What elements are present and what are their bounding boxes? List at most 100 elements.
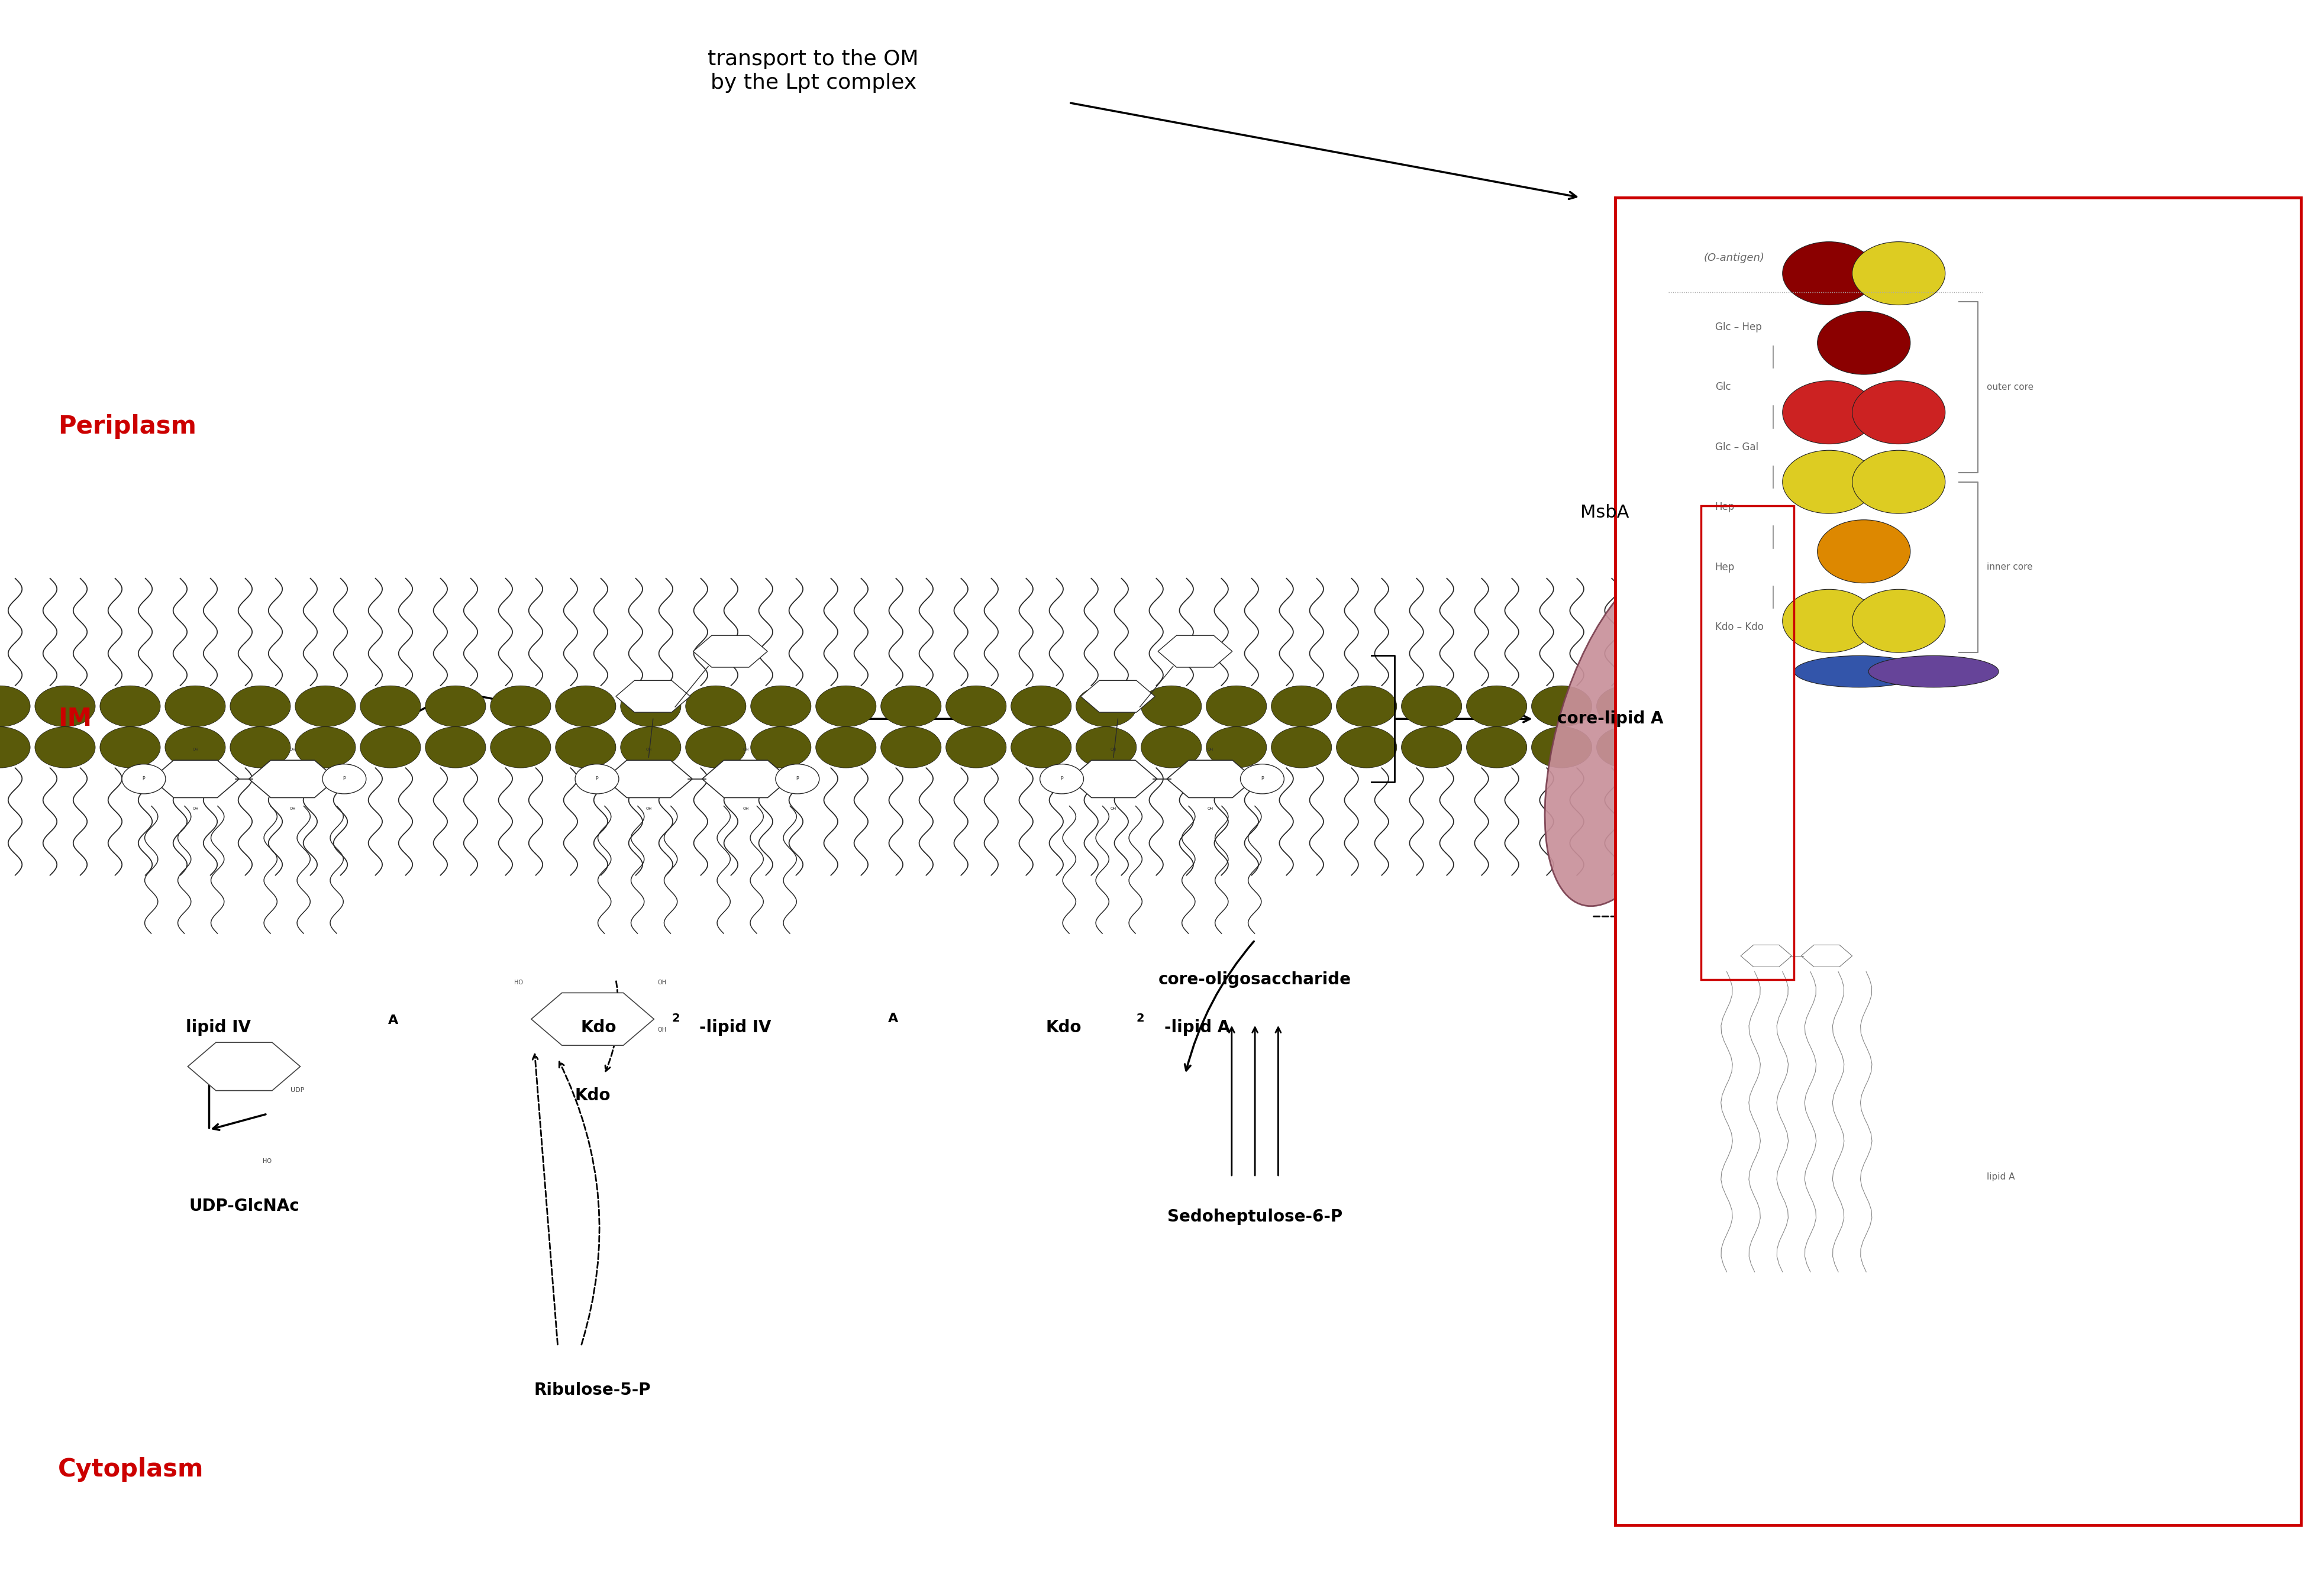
Circle shape (1206, 727, 1267, 768)
Circle shape (555, 686, 616, 727)
Ellipse shape (1783, 589, 1875, 653)
Text: OH: OH (646, 747, 651, 751)
Circle shape (574, 765, 618, 793)
Text: Cytoplasm: Cytoplasm (58, 1457, 205, 1482)
Circle shape (751, 727, 811, 768)
Circle shape (1336, 727, 1397, 768)
Circle shape (946, 686, 1006, 727)
Ellipse shape (1783, 242, 1875, 305)
Polygon shape (1801, 945, 1852, 967)
Text: outer core: outer core (1987, 382, 2034, 392)
Text: HO: HO (514, 980, 523, 986)
Text: A: A (888, 1013, 897, 1024)
Circle shape (776, 765, 820, 793)
Text: core-oligosaccharide: core-oligosaccharide (1160, 972, 1350, 988)
Circle shape (1011, 727, 1071, 768)
Text: Kdo: Kdo (574, 1087, 611, 1103)
Text: Kdo: Kdo (581, 1019, 616, 1035)
Polygon shape (702, 760, 790, 798)
Text: inner core: inner core (1987, 562, 2034, 572)
Text: OH: OH (1208, 747, 1213, 751)
Text: Sedoheptulose-6-P: Sedoheptulose-6-P (1167, 1209, 1343, 1224)
Text: core-lipid A: core-lipid A (1557, 711, 1664, 727)
Text: OH: OH (193, 807, 198, 811)
Ellipse shape (1794, 656, 1924, 687)
Text: -lipid A: -lipid A (1164, 1019, 1229, 1035)
Text: Kdo – Kdo: Kdo – Kdo (1715, 623, 1764, 632)
Circle shape (1336, 686, 1397, 727)
Polygon shape (1069, 760, 1157, 798)
Circle shape (360, 727, 421, 768)
Circle shape (0, 686, 30, 727)
Circle shape (1662, 686, 1722, 727)
Text: OH: OH (744, 807, 748, 811)
Text: A: A (388, 1014, 397, 1025)
Circle shape (1792, 727, 1852, 768)
Text: P: P (1262, 776, 1264, 782)
Circle shape (1466, 686, 1527, 727)
Text: Periplasm: Periplasm (58, 414, 198, 439)
Circle shape (816, 686, 876, 727)
Circle shape (1466, 727, 1527, 768)
Text: OH: OH (646, 807, 651, 811)
Circle shape (100, 686, 160, 727)
Circle shape (1401, 686, 1462, 727)
Circle shape (881, 727, 941, 768)
Circle shape (35, 727, 95, 768)
Ellipse shape (1783, 450, 1875, 514)
Circle shape (946, 727, 1006, 768)
Circle shape (0, 727, 30, 768)
Circle shape (751, 686, 811, 727)
Text: OH: OH (290, 807, 295, 811)
Circle shape (1727, 686, 1787, 727)
Polygon shape (1157, 635, 1232, 667)
Ellipse shape (1545, 564, 1717, 905)
Text: OH: OH (658, 1027, 667, 1033)
Text: UDP: UDP (290, 1087, 304, 1093)
Circle shape (35, 686, 95, 727)
Circle shape (1792, 686, 1852, 727)
Text: OH: OH (744, 747, 748, 751)
Circle shape (1141, 686, 1202, 727)
Bar (1615, 198, 2301, 1525)
Circle shape (230, 686, 290, 727)
Circle shape (100, 727, 160, 768)
Circle shape (1401, 727, 1462, 768)
Text: OH: OH (1111, 747, 1116, 751)
Circle shape (490, 727, 551, 768)
Text: OH: OH (1208, 807, 1213, 811)
Circle shape (686, 727, 746, 768)
Circle shape (121, 765, 165, 793)
Polygon shape (1167, 760, 1255, 798)
Circle shape (1141, 727, 1202, 768)
Circle shape (230, 727, 290, 768)
Polygon shape (249, 760, 337, 798)
Circle shape (360, 686, 421, 727)
Circle shape (425, 686, 486, 727)
Circle shape (1271, 686, 1332, 727)
Circle shape (1039, 765, 1083, 793)
Circle shape (1727, 727, 1787, 768)
Circle shape (621, 686, 681, 727)
Text: Kdo: Kdo (1046, 1019, 1081, 1035)
Circle shape (295, 686, 356, 727)
Text: Glc – Gal: Glc – Gal (1715, 442, 1759, 452)
Circle shape (881, 686, 941, 727)
Polygon shape (616, 681, 690, 713)
Circle shape (1206, 686, 1267, 727)
Circle shape (323, 765, 367, 793)
Text: lipid IV: lipid IV (186, 1019, 251, 1035)
Text: HO: HO (263, 1158, 272, 1164)
Ellipse shape (1817, 520, 1910, 583)
Polygon shape (532, 992, 653, 1046)
Text: IM: IM (58, 706, 93, 732)
Circle shape (1271, 727, 1332, 768)
Text: (O-antigen): (O-antigen) (1703, 253, 1764, 264)
Text: 2: 2 (672, 1013, 679, 1024)
Text: P: P (595, 776, 597, 782)
Circle shape (1597, 727, 1657, 768)
Text: MsbA: MsbA (1580, 504, 1629, 521)
Circle shape (295, 727, 356, 768)
Text: Ribulose-5-P: Ribulose-5-P (535, 1382, 651, 1398)
Circle shape (1076, 686, 1136, 727)
